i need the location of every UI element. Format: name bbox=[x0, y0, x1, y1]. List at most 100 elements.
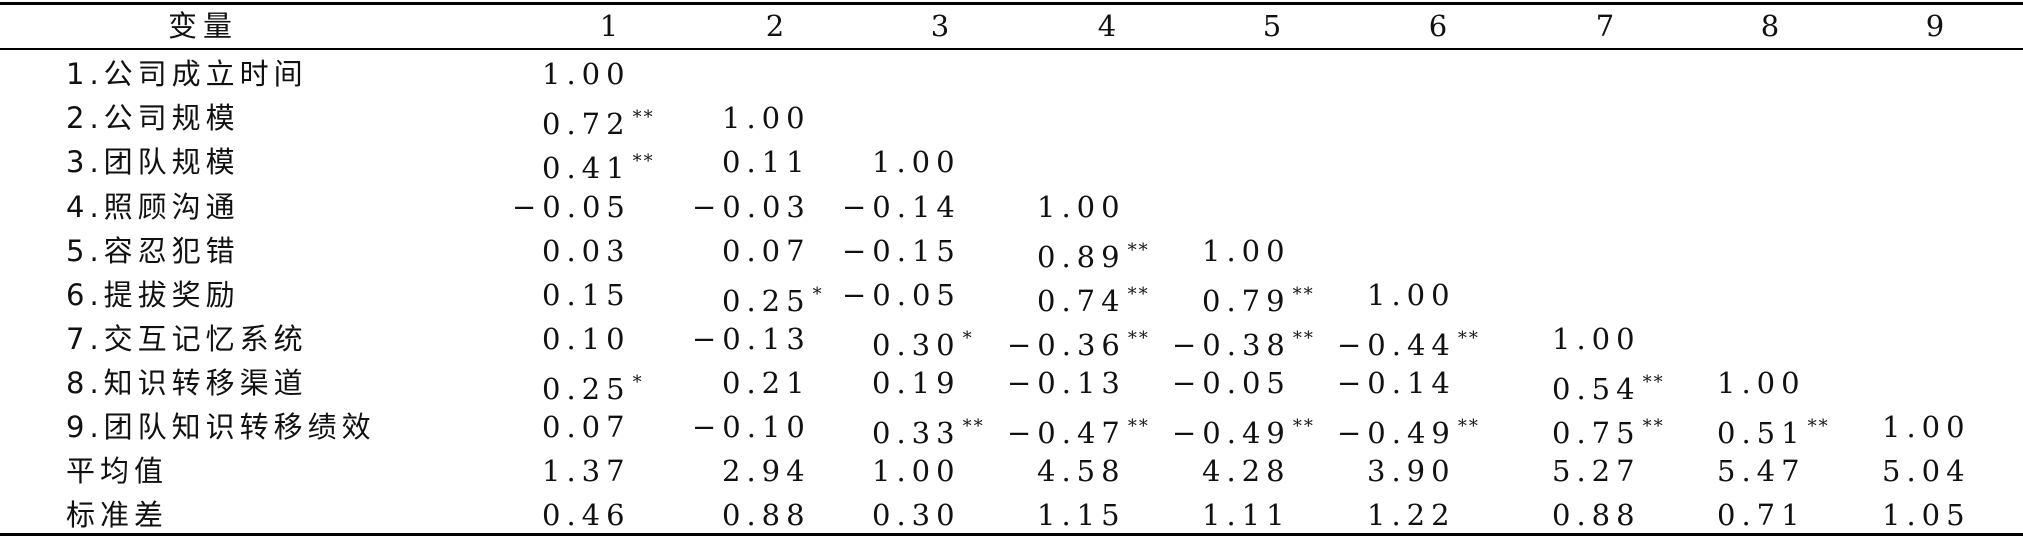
cell-value: 0.88 bbox=[722, 498, 811, 532]
significance-marker: ** bbox=[632, 151, 655, 172]
table-cell: 1.00 bbox=[872, 140, 961, 184]
table-cell: −0.36 ** bbox=[1007, 317, 1150, 362]
table-cell: 0.88 bbox=[722, 493, 811, 537]
row-label: 4.照顾沟通 bbox=[66, 190, 240, 224]
significance-marker: ** bbox=[1642, 416, 1665, 437]
table-cell: 1.22 bbox=[1367, 493, 1456, 537]
cell-value: 1.37 bbox=[542, 454, 631, 488]
cell-value: 4.28 bbox=[1202, 454, 1291, 488]
significance-marker: ** bbox=[1127, 240, 1150, 261]
table-cell: 3.90 bbox=[1367, 449, 1456, 493]
cell-value: 0.15 bbox=[542, 278, 631, 312]
cell-value: −0.05 bbox=[1172, 366, 1291, 400]
cell-value: 1.00 bbox=[1552, 322, 1641, 356]
header-col-1: 1 bbox=[599, 9, 625, 43]
cell-value: −0.44 bbox=[1337, 328, 1456, 362]
table-cell: 4.58 bbox=[1037, 449, 1126, 493]
table-cell: 0.07 bbox=[542, 405, 631, 449]
significance-marker: ** bbox=[1807, 416, 1830, 437]
table-cell: 5.47 bbox=[1717, 449, 1806, 493]
table-cell: 0.07 bbox=[722, 229, 811, 273]
table-cell: 0.46 bbox=[542, 493, 631, 537]
cell-value: 1.00 bbox=[1367, 278, 1456, 312]
cell-value: 0.33 bbox=[872, 416, 961, 450]
table-cell: 1.00 bbox=[1367, 273, 1456, 317]
table-cell: −0.14 bbox=[1337, 361, 1456, 405]
row-label: 5.容忍犯错 bbox=[66, 234, 240, 268]
significance-marker: ** bbox=[1127, 328, 1150, 349]
significance-marker: * bbox=[632, 372, 644, 393]
table-cell: −0.05 bbox=[1172, 361, 1291, 405]
cell-value: 1.05 bbox=[1882, 498, 1971, 532]
header-col-8: 8 bbox=[1760, 9, 1786, 43]
table-cell: 0.33 ** bbox=[872, 405, 985, 450]
table-cell: 4.28 bbox=[1202, 449, 1291, 493]
cell-value: 0.25 bbox=[722, 284, 811, 318]
table-cell: 0.30 bbox=[872, 493, 961, 537]
cell-value: −0.13 bbox=[1007, 366, 1126, 400]
table-cell: 1.11 bbox=[1202, 493, 1291, 537]
table-cell: −0.15 bbox=[842, 229, 961, 273]
cell-value: 5.27 bbox=[1552, 454, 1641, 488]
table-cell: −0.05 bbox=[512, 185, 631, 229]
cell-value: −0.14 bbox=[842, 190, 961, 224]
cell-value: 0.30 bbox=[872, 328, 961, 362]
table-cell: −0.44 ** bbox=[1337, 317, 1480, 362]
row-label: 8.知识转移渠道 bbox=[66, 366, 308, 400]
cell-value: 1.11 bbox=[1202, 498, 1291, 532]
significance-marker: * bbox=[812, 284, 824, 305]
cell-value: −0.15 bbox=[842, 234, 961, 268]
table-cell: 1.00 bbox=[1202, 229, 1291, 273]
cell-value: 4.58 bbox=[1037, 454, 1126, 488]
table-cell: −0.14 bbox=[842, 185, 961, 229]
cell-value: 1.00 bbox=[1882, 410, 1971, 444]
significance-marker: ** bbox=[1127, 416, 1150, 437]
cell-value: −0.14 bbox=[1337, 366, 1456, 400]
table-cell: 1.37 bbox=[542, 449, 631, 493]
row-label: 标准差 bbox=[66, 498, 169, 532]
cell-value: 0.46 bbox=[542, 498, 631, 532]
table-cell: −0.49 ** bbox=[1172, 405, 1315, 450]
significance-marker: * bbox=[962, 328, 974, 349]
significance-marker: ** bbox=[962, 416, 985, 437]
header-col-7: 7 bbox=[1595, 9, 1621, 43]
table-cell: 0.15 bbox=[542, 273, 631, 317]
table-cell: 0.19 bbox=[872, 361, 961, 405]
table-cell: 1.00 bbox=[872, 449, 961, 493]
row-label: 平均值 bbox=[66, 454, 169, 488]
cell-value: 0.11 bbox=[722, 145, 811, 179]
cell-value: 0.19 bbox=[872, 366, 961, 400]
table-cell: 1.00 bbox=[542, 52, 631, 96]
cell-value: 0.89 bbox=[1037, 240, 1126, 274]
table-cell: 0.25 * bbox=[542, 361, 644, 406]
header-col-9: 9 bbox=[1925, 9, 1951, 43]
header-col-2: 2 bbox=[765, 9, 791, 43]
table-cell: 1.15 bbox=[1037, 493, 1126, 537]
table-cell: 0.71 bbox=[1717, 493, 1806, 537]
table-cell: 0.21 bbox=[722, 361, 811, 405]
cell-value: 0.75 bbox=[1552, 416, 1641, 450]
cell-value: −0.05 bbox=[842, 278, 961, 312]
cell-value: 0.74 bbox=[1037, 284, 1126, 318]
table-cell: −0.10 bbox=[692, 405, 811, 449]
table-cell: 1.00 bbox=[1037, 185, 1126, 229]
table-cell: 1.00 bbox=[1717, 361, 1806, 405]
header-col-4: 4 bbox=[1097, 9, 1123, 43]
table-cell: −0.47 ** bbox=[1007, 405, 1150, 450]
table-cell: 0.11 bbox=[722, 140, 811, 184]
header-variable: 变量 bbox=[167, 9, 238, 43]
row-label: 9.团队知识转移绩效 bbox=[66, 410, 376, 444]
row-label: 2.公司规模 bbox=[66, 101, 240, 135]
cell-value: 0.88 bbox=[1552, 498, 1641, 532]
table-cell: −0.13 bbox=[1007, 361, 1126, 405]
table-cell: −0.13 bbox=[692, 317, 811, 361]
cell-value: 1.00 bbox=[1202, 234, 1291, 268]
cell-value: 0.07 bbox=[722, 234, 811, 268]
header-col-6: 6 bbox=[1428, 9, 1454, 43]
cell-value: 1.00 bbox=[872, 454, 961, 488]
table-cell: 0.79 ** bbox=[1202, 273, 1315, 318]
table-header-rule bbox=[0, 48, 2023, 50]
cell-value: 1.22 bbox=[1367, 498, 1456, 532]
table-cell: 0.51 ** bbox=[1717, 405, 1830, 450]
